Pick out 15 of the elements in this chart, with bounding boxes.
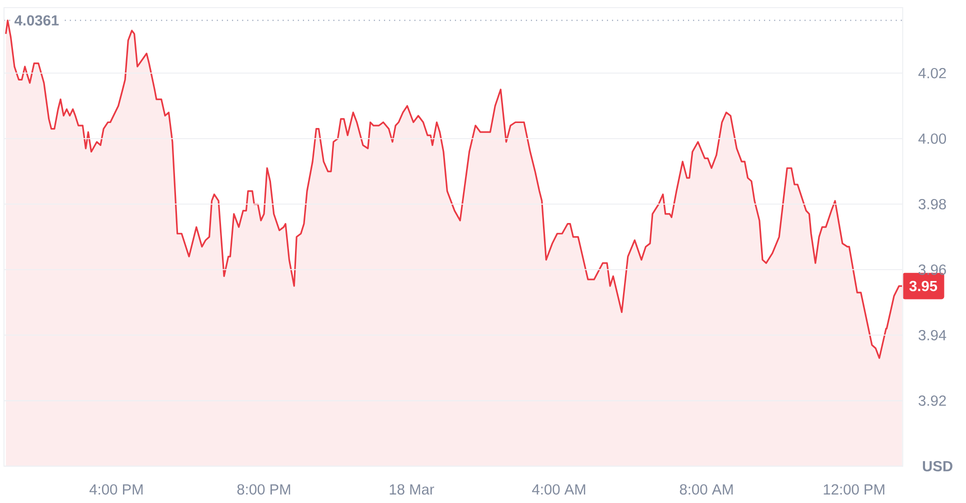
x-tick-label: 12:00 PM [824, 484, 884, 495]
y-tick-label: 3.96 [918, 264, 946, 275]
x-tick-label: 18 Mar [390, 484, 434, 495]
x-tick-label: 8:00 AM [680, 484, 733, 495]
annotation: 3.95 [909, 280, 938, 292]
x-tick-label: 4:00 PM [90, 484, 143, 495]
x-tick-label: 4:00 AM [532, 484, 586, 495]
ref-line-label: 4.0361 [14, 15, 59, 26]
y-tick-label: 3.92 [918, 395, 946, 406]
x-tick-label: 8:00 PM [237, 484, 290, 495]
y-axis-title: USD [922, 460, 952, 472]
y-tick-label: 4.00 [918, 133, 946, 144]
y-tick-label: 3.94 [918, 330, 946, 340]
y-tick-label: 3.98 [918, 198, 946, 210]
y-tick-label: 4.02 [918, 68, 946, 78]
